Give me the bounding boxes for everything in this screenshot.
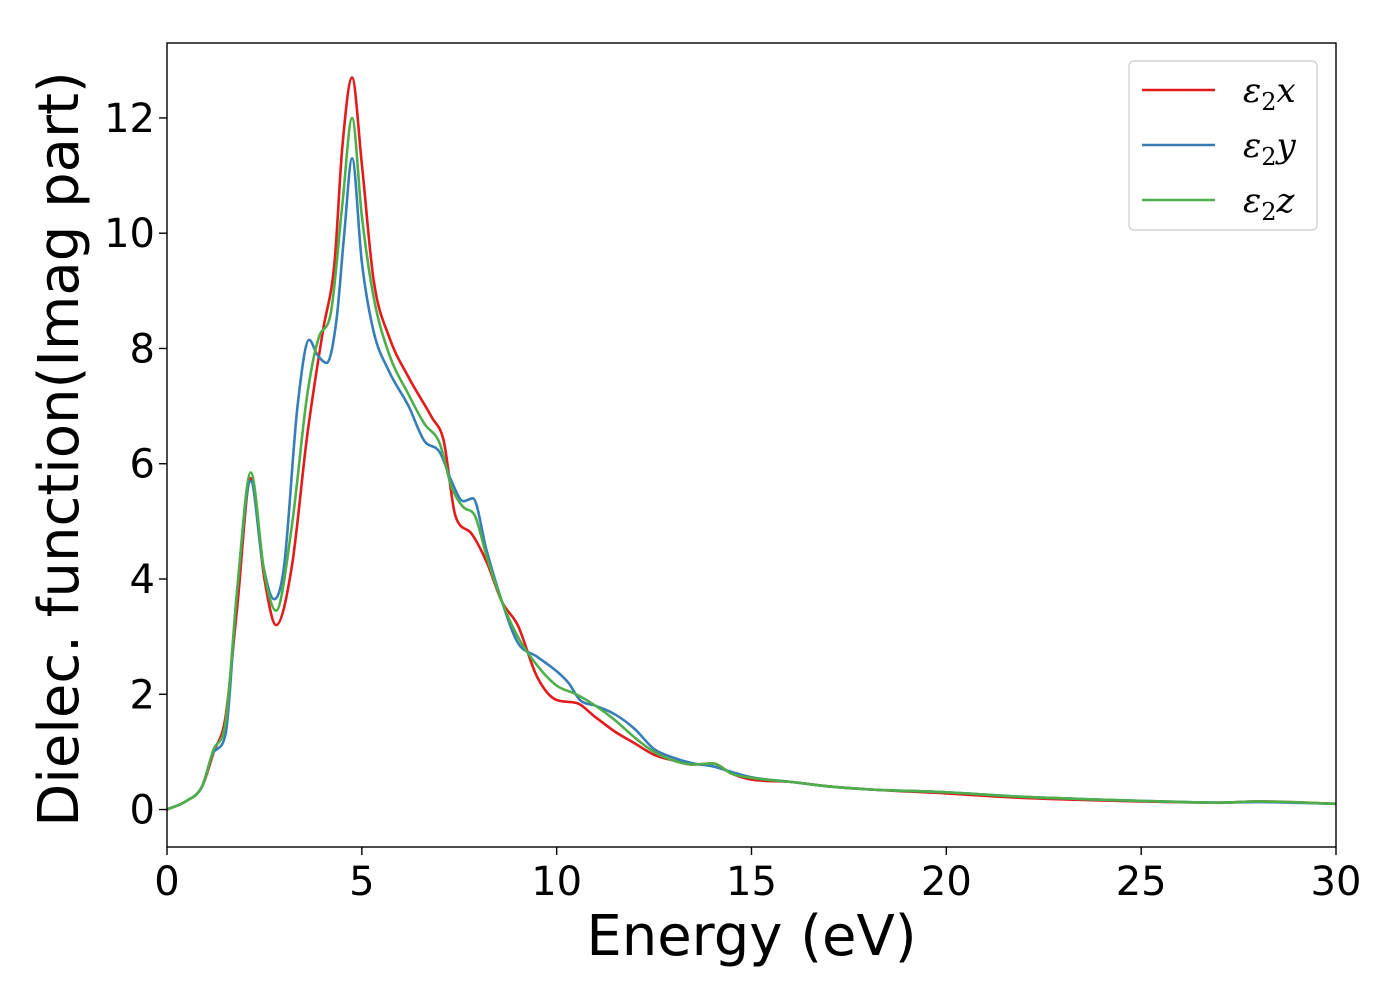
x-tick-label: 15 xyxy=(726,859,777,905)
x-tick-label: 20 xyxy=(921,859,972,905)
y-tick-label: 0 xyxy=(130,788,155,834)
axes-layer: 0 5 10 15 20 25 30 0 2 4 6 8 10 12 xyxy=(104,96,1361,905)
x-tick-label: 0 xyxy=(154,859,179,905)
legend-label-x: ε2x xyxy=(1243,71,1296,116)
y-tick-label: 6 xyxy=(130,442,155,488)
legend: ε2x ε2y ε2z xyxy=(1128,60,1318,231)
series-layer xyxy=(166,76,1337,811)
x-axis-label: Energy (eV) xyxy=(586,904,916,969)
legend-label-z: ε2z xyxy=(1243,181,1296,226)
y-tick-label: 8 xyxy=(130,326,155,372)
legend-label-y: ε2y xyxy=(1243,126,1297,171)
y-axis-label: Dielec. function(Imag part) xyxy=(27,71,92,827)
x-tick-label: 25 xyxy=(1116,859,1167,905)
x-tick-label: 10 xyxy=(531,859,582,905)
y-tick-label: 4 xyxy=(130,557,155,603)
series-line-y xyxy=(166,156,1337,811)
x-tick-label: 5 xyxy=(349,859,374,905)
y-tick-label: 10 xyxy=(104,211,155,257)
y-tick-label: 2 xyxy=(130,672,155,718)
y-tick-label: 12 xyxy=(104,96,155,142)
legend-box xyxy=(1128,60,1318,231)
series-line-z xyxy=(166,116,1337,811)
x-tick-label: 30 xyxy=(1311,859,1362,905)
